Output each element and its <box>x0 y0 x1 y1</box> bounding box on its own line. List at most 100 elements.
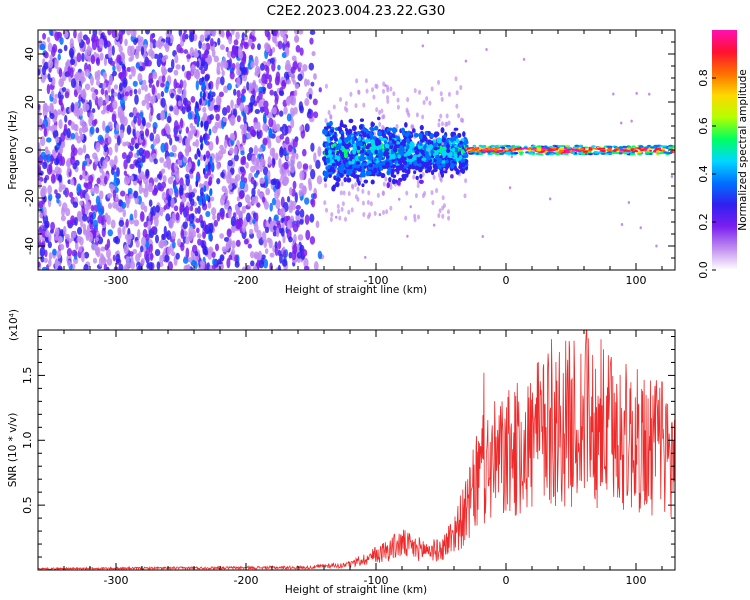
spectrogram-cell <box>378 110 382 116</box>
spectrogram-cell <box>250 260 255 267</box>
spectrogram-cell <box>213 104 219 110</box>
spectrogram-cell <box>405 190 409 196</box>
spectrogram-cell <box>324 118 328 124</box>
spectrogram-cell <box>294 192 298 203</box>
spectrogram-cell <box>152 189 158 196</box>
spectrogram-cell <box>566 146 572 149</box>
spectrogram-cell <box>188 226 194 237</box>
spectrogram-cell <box>240 159 246 166</box>
spectrogram-cell <box>92 257 98 264</box>
spectrogram-cell <box>269 202 273 212</box>
spectrogram-cell <box>588 153 593 156</box>
spectrogram-cell <box>133 38 138 46</box>
spectrogram-cell <box>213 55 220 63</box>
spectrogram-cell <box>53 157 60 166</box>
spectrogram-cell <box>95 236 99 242</box>
spectrogram-cell <box>117 229 122 239</box>
spectrogram-cell <box>354 103 358 109</box>
spectrogram-cell <box>67 165 71 173</box>
spectrogram-cell <box>510 155 514 159</box>
spectrogram-cell <box>253 145 258 156</box>
spectrogram-cell <box>340 206 344 212</box>
spectrogram-cell <box>204 249 209 256</box>
snr-panel: -300 -200 -100 0 100 0.5 1.0 1.5 Height of stra… <box>7 309 676 596</box>
spectrogram-cell <box>156 93 161 100</box>
spectrogram-cell <box>367 190 371 196</box>
spectrogram-cell <box>63 44 68 52</box>
spectrogram-cell <box>145 128 150 137</box>
spectrogram-cell <box>338 215 342 221</box>
spectrogram-cell <box>170 58 175 70</box>
spectrogram-cell <box>252 219 256 225</box>
spectrogram-cell <box>95 80 101 86</box>
spectrogram-cell <box>174 136 180 142</box>
spectrogram-cell <box>247 201 252 207</box>
spectrogram-cell <box>103 263 108 270</box>
spectrogram-cell <box>362 212 366 218</box>
spectrogram-cell <box>293 34 300 43</box>
spectrogram-cell <box>123 95 128 101</box>
spectrogram-cell <box>385 209 389 215</box>
spectrogram-cell <box>339 172 344 178</box>
spectrogram-cell <box>127 187 133 195</box>
spectrogram-cell <box>161 233 165 241</box>
spectrogram-cell <box>330 212 334 218</box>
spectrogram-cell <box>79 188 84 200</box>
spectrogram-cell <box>268 117 274 128</box>
spectrogram-cell <box>163 42 169 49</box>
spectrogram-cell <box>550 152 555 156</box>
spectrogram-cell <box>481 148 487 151</box>
spectrogram-cell <box>376 192 380 198</box>
spectrogram-cell <box>235 31 240 40</box>
spectrogram-cell <box>415 175 419 181</box>
spectrogram-cell <box>117 207 123 213</box>
spectrogram-cell <box>253 121 258 130</box>
spectrogram-cell <box>177 87 183 95</box>
spectrogram-cell <box>171 212 176 224</box>
spectrogram-cell <box>211 251 216 258</box>
spectrogram-cell <box>322 128 327 135</box>
spectrogram-cell <box>54 60 59 69</box>
spectrogram-cell <box>153 126 157 135</box>
spectrogram-cell <box>247 38 253 46</box>
spectrogram-cell <box>91 108 96 114</box>
spectrogram-cell <box>447 91 451 97</box>
spectrogram-cell <box>82 144 87 154</box>
spectrogram-cell <box>228 36 233 45</box>
spectrogram-cell <box>40 256 45 263</box>
spectrogram-cell <box>557 145 562 148</box>
spectrogram-cell <box>57 109 62 116</box>
spectrogram-cell <box>57 235 63 244</box>
spectrogram-cell <box>435 120 439 126</box>
spectrogram-cell <box>312 98 318 106</box>
spectrogram-cell <box>455 103 459 109</box>
spectrogram-cell <box>168 187 174 196</box>
spectrogram-cell <box>83 251 90 259</box>
spectrogram-cell <box>234 254 239 264</box>
spectrogram-cell <box>361 156 367 161</box>
spectrogram-cell <box>245 212 251 223</box>
spectrogram-cell <box>338 97 342 103</box>
spectrogram-cell <box>302 163 309 170</box>
spectrogram-cell <box>149 252 154 261</box>
spectrogram-cell <box>200 69 206 75</box>
spectrogram-cell <box>231 45 237 55</box>
spectrogram-cell <box>165 213 171 222</box>
spectrogram-cell <box>133 209 138 220</box>
spectrogram-cell <box>348 160 352 166</box>
spectrogram-cell <box>204 74 210 82</box>
spectrogram-cell <box>324 207 328 213</box>
spectrogram-cell <box>179 177 184 188</box>
spectrogram-cell <box>504 152 509 155</box>
spectrogram-cell <box>228 208 232 219</box>
spectrogram-cell <box>335 181 340 188</box>
spectrogram-cell <box>474 146 479 150</box>
spectrogram-cell <box>52 248 57 256</box>
spectrogram-cell <box>153 158 158 165</box>
spectrogram-cell <box>166 230 172 241</box>
spectrogram-cell <box>460 149 465 154</box>
spectrogram-cell <box>579 148 584 151</box>
spectrogram-cell <box>667 152 673 155</box>
spectrogram-cell <box>490 152 496 155</box>
spectrogram-cell <box>229 71 235 80</box>
